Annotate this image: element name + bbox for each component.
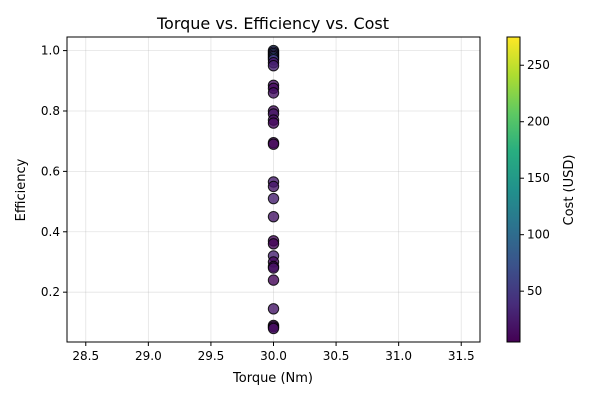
y-tick-label-4: 1.0	[41, 44, 60, 58]
x-tick-label-2: 29.5	[198, 349, 225, 363]
colorbar-tick-label-4: 250	[527, 58, 550, 72]
scatter-point-28	[267, 274, 280, 286]
scatter-point-8	[267, 59, 280, 72]
x-tick-label-0: 28.5	[72, 349, 99, 363]
scatter-point-32	[267, 322, 280, 335]
colorbar-tick-label-3: 200	[527, 115, 550, 129]
scatter-point-21	[267, 210, 280, 223]
scatter-point-27	[267, 262, 280, 274]
x-tick-label-5: 31.0	[385, 349, 412, 363]
x-axis-ticks: 28.5 29.0 29.5 30.0 30.5 31.0 31.5	[72, 342, 475, 363]
scatter-point-29	[267, 303, 280, 315]
y-axis-ticks: 0.2 0.4 0.6 0.8 1.0	[41, 44, 67, 299]
y-tick-label-0: 0.2	[41, 285, 60, 299]
colorbar	[506, 36, 521, 343]
colorbar-label: Cost (USD)	[562, 155, 577, 226]
colorbar-tick-label-0: 50	[527, 284, 542, 298]
colorbar-ticks: 50 100 150 200 250	[520, 58, 550, 298]
y-tick-label-1: 0.4	[41, 225, 60, 239]
x-tick-label-1: 29.0	[135, 349, 162, 363]
scatter-points	[267, 44, 280, 335]
x-axis-label: Torque (Nm)	[232, 371, 313, 386]
scatter-point-19	[267, 180, 280, 193]
x-tick-label-6: 31.5	[448, 349, 475, 363]
x-tick-label-4: 30.5	[323, 349, 350, 363]
y-tick-label-3: 0.8	[41, 104, 60, 118]
y-tick-label-2: 0.6	[41, 164, 60, 178]
scatter-point-17	[267, 138, 280, 150]
scatter-point-23	[267, 238, 280, 250]
scatter-point-20	[267, 192, 280, 205]
colorbar-tick-label-2: 150	[527, 171, 550, 185]
scatter-point-11	[267, 87, 280, 99]
y-axis-label: Efficiency	[14, 158, 29, 221]
colorbar-tick-label-1: 100	[527, 228, 550, 242]
chart-title: Torque vs. Efficiency vs. Cost	[156, 14, 389, 33]
x-tick-label-3: 30.0	[260, 349, 287, 363]
scatter-point-15	[267, 117, 280, 129]
